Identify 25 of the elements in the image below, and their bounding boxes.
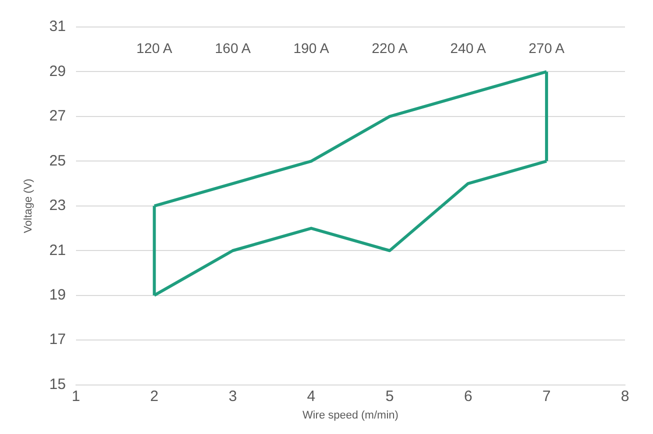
- y-tick-label: 25: [49, 152, 66, 170]
- y-axis-title: Voltage (V): [22, 178, 35, 234]
- y-tick-label: 27: [49, 108, 66, 125]
- y-tick-label: 19: [49, 286, 66, 304]
- x-tick-label: 7: [542, 388, 551, 405]
- x-tick-label: 1: [72, 388, 80, 405]
- x-axis-title: Wire speed (m/min): [302, 409, 398, 422]
- annotation: 240 A: [450, 40, 487, 56]
- x-tick-label: 5: [385, 388, 394, 405]
- annotation: 220 A: [372, 40, 408, 56]
- y-tick-label: 31: [49, 18, 66, 36]
- annotation: 270 A: [528, 40, 566, 56]
- y-tick-label: 21: [49, 242, 66, 259]
- x-tick-label: 8: [620, 388, 630, 405]
- y-tick-label: 17: [49, 331, 66, 348]
- annotation: 160 A: [214, 40, 252, 56]
- x-tick-label: 2: [150, 388, 158, 405]
- x-tick-label: 6: [464, 388, 472, 405]
- y-tick-label: 29: [49, 62, 66, 80]
- y-tick-label: 15: [49, 376, 66, 393]
- annotation: 120 A: [136, 40, 173, 56]
- x-tick-label: 3: [228, 388, 237, 405]
- x-tick-label: 4: [307, 388, 316, 405]
- annotation: 190 A: [293, 40, 330, 56]
- y-tick-label: 23: [49, 197, 66, 214]
